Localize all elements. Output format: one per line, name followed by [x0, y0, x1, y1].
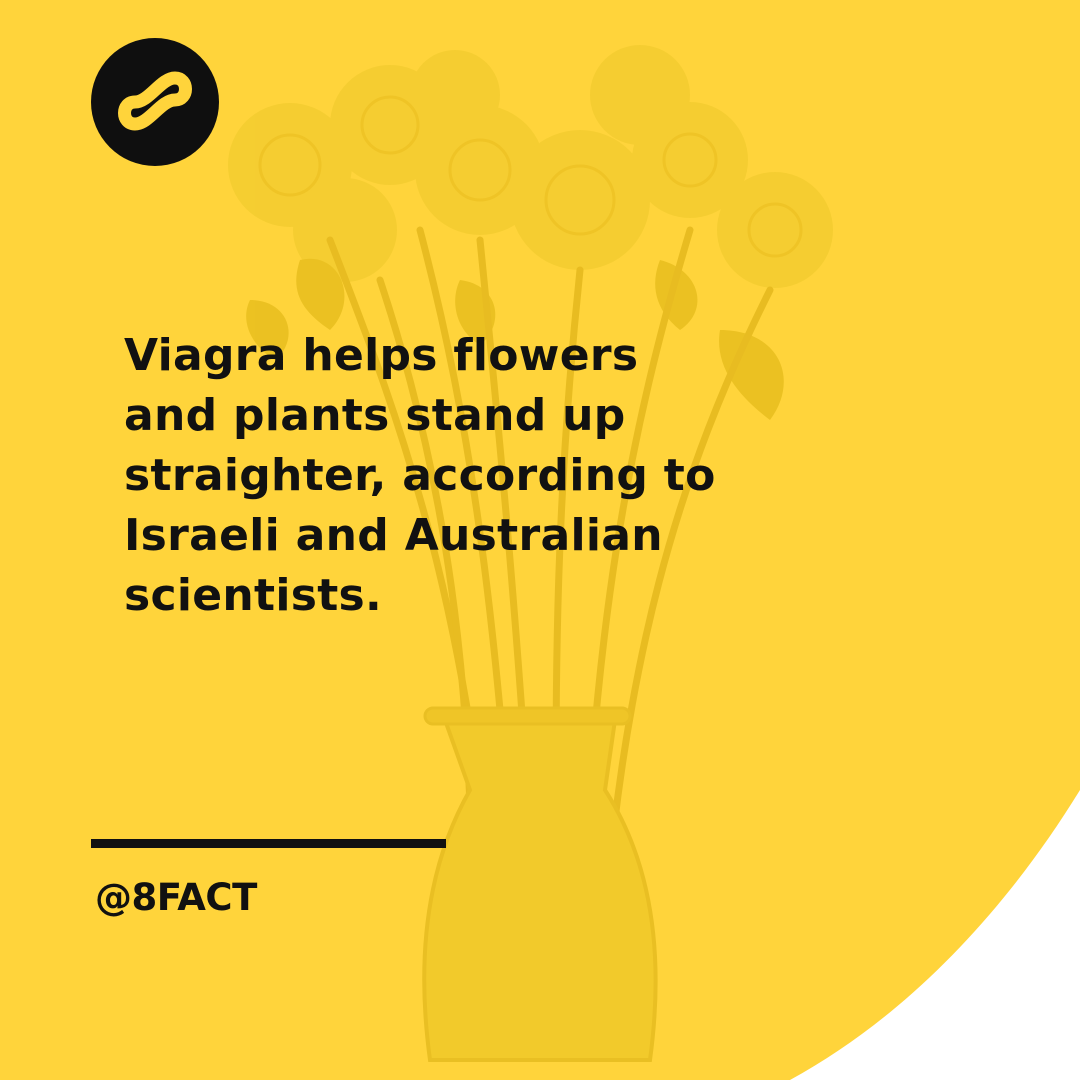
fact-headline: Viagra helps flowers and plants stand up…	[124, 326, 884, 626]
fact-line: Viagra helps flowers	[124, 330, 639, 381]
account-handle: @8FACT	[95, 876, 257, 919]
fact-line: scientists.	[124, 570, 383, 621]
divider-line	[91, 839, 446, 848]
fact-line: straighter, according to	[124, 450, 716, 501]
fact-line: and plants stand up	[124, 390, 626, 441]
infinity-8-icon	[118, 71, 192, 131]
brand-logo	[91, 38, 219, 166]
fact-line: Israeli and Australian	[124, 510, 663, 561]
